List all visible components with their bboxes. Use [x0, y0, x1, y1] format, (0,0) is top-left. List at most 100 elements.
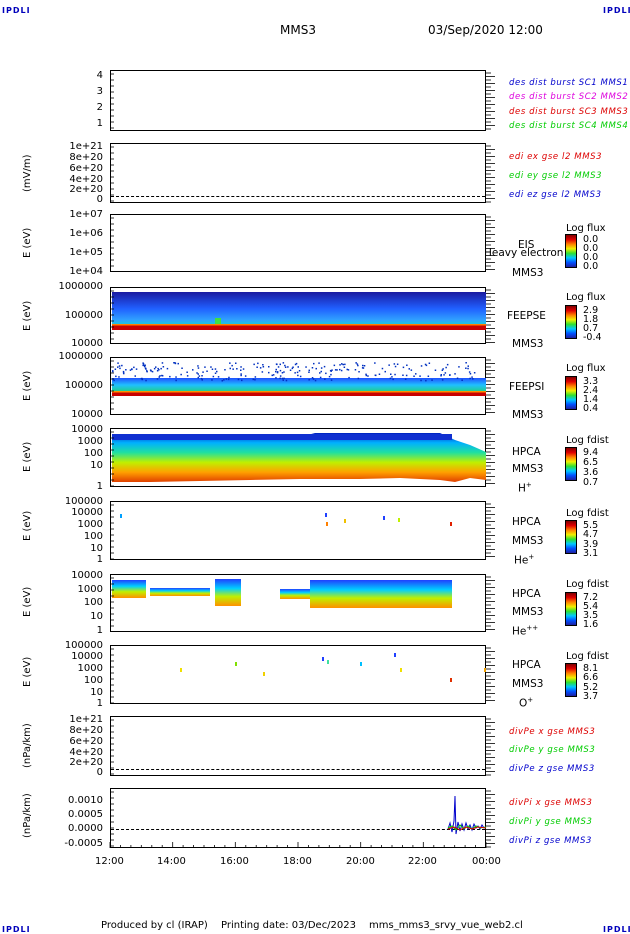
instrument-label: EIS — [518, 239, 535, 251]
feepsi-noise-dot — [347, 369, 350, 371]
feepsi-noise-dot — [275, 377, 277, 379]
colorbar-value: 9.4 — [583, 447, 599, 458]
feepsi-orange-line — [112, 391, 486, 393]
feepsi-noise-dot — [456, 377, 459, 379]
feepsi-noise-dot — [166, 367, 169, 370]
feepsi-noise-dot — [342, 363, 344, 366]
feepsi-noise-dot — [134, 375, 136, 377]
feepsi-noise-dot — [374, 374, 377, 376]
feepsi-noise-dot — [346, 368, 348, 371]
feepsi-noise-dot — [169, 375, 171, 378]
feepsi-noise-dot — [192, 369, 194, 371]
feepsi-noise-dot — [198, 375, 201, 377]
feepsi-noise-dot — [394, 365, 397, 368]
feepsi-noise-dot — [392, 378, 394, 381]
feepsi-noise-dot — [225, 378, 228, 380]
y-tick: 1e+21 — [69, 714, 103, 725]
feepsi-noise-dot — [211, 379, 213, 381]
legend-sc3: des dist burst SC3 MMS3 — [509, 107, 629, 117]
feepsi-noise-dot — [277, 366, 280, 368]
feepsi-noise-dot — [393, 363, 396, 365]
y-tick: 1e+04 — [69, 266, 103, 277]
feepsi-noise-dot — [131, 368, 133, 370]
feepsi-noise-dot — [374, 362, 376, 364]
legend-edi-ez: edi ez gse l2 MMS3 — [509, 190, 602, 200]
heplus-dot — [398, 518, 400, 522]
feepsi-noise-dot — [333, 364, 336, 367]
feepsi-noise-dot — [282, 362, 285, 364]
oplus-dot — [360, 662, 362, 666]
feepsi-noise-dot — [367, 375, 369, 377]
y-tick: 1e+06 — [69, 228, 103, 239]
y-tick: 100000 — [64, 640, 103, 651]
feepsi-noise-dot — [242, 368, 245, 370]
y-tick: 1 — [96, 554, 103, 565]
feepsi-noise-dot — [275, 368, 277, 371]
feepsi-noise-dot — [145, 379, 147, 382]
feepsi-noise-dot — [294, 372, 296, 374]
panel-hpca-oplus — [110, 645, 486, 704]
colorbar-value: 6.5 — [583, 457, 599, 468]
feepsi-noise-dot — [279, 375, 282, 377]
feepsi-red-band — [112, 392, 486, 396]
feepsi-noise-dot — [282, 379, 284, 381]
feepsi-noise-dot — [119, 367, 121, 370]
feepsi-noise-dot — [157, 367, 159, 370]
feepsi-noise-dot — [241, 379, 243, 382]
overlay-label: Heavy electron to — [484, 247, 578, 259]
feepsi-noise-dot — [254, 376, 257, 378]
legend-divpe-z: divPe z gse MMS3 — [509, 764, 595, 774]
feepsi-noise-dot — [197, 373, 199, 375]
feepsi-noise-dot — [180, 373, 182, 376]
feepsi-noise-dot — [340, 369, 343, 372]
feepsi-noise-dot — [318, 362, 320, 364]
feepsi-noise-dot — [314, 379, 317, 382]
y-tick: 100 — [83, 531, 103, 542]
feepsi-noise-dot — [291, 367, 294, 370]
x-tick-label: 20:00 — [346, 856, 375, 867]
feepsi-noise-dot — [181, 367, 183, 369]
feepsi-noise-dot — [461, 379, 463, 381]
y-tick: 1000 — [77, 436, 103, 447]
feepsi-noise-dot — [299, 375, 302, 378]
panel-hpca-heplus — [110, 501, 486, 560]
feepsi-noise-dot — [363, 365, 366, 367]
y-tick: 1e+21 — [69, 141, 103, 152]
feepsi-noise-dot — [279, 377, 281, 380]
heplus-dot — [325, 513, 327, 517]
feepsi-noise-dot — [114, 368, 117, 370]
feepsi-noise-dot — [281, 372, 284, 374]
panel-des-dist-burst — [110, 70, 486, 131]
feepsi-noise-dot — [320, 370, 322, 373]
y-tick: 10000 — [71, 338, 103, 349]
feepsi-noise-dot — [296, 371, 299, 374]
feepsi-noise-dot — [240, 374, 242, 377]
feepsi-noise-dot — [214, 372, 217, 374]
spacecraft-label: MMS3 — [512, 338, 544, 350]
colorbar-value: 3.5 — [583, 610, 599, 621]
y-tick: 1 — [96, 118, 103, 129]
feepsi-noise-dot — [465, 362, 467, 364]
feepsi-noise-dot — [156, 370, 159, 372]
oplus-dot — [394, 653, 396, 657]
y-tick: 4e+20 — [69, 747, 103, 758]
feepse-spectrum — [112, 292, 486, 329]
feepsi-noise-dot — [441, 369, 444, 371]
divpi-x-trace — [447, 826, 487, 831]
hplus-spectrum — [112, 433, 486, 482]
y-tick: 10 — [90, 460, 103, 471]
legend-sc2: des dist burst SC2 MMS2 — [509, 92, 629, 102]
heplusplus-patch-b — [150, 588, 210, 596]
feepsi-noise-dot — [158, 369, 160, 371]
feepsi-noise-dot — [381, 367, 384, 370]
feepsi-noise-dot — [362, 364, 364, 367]
feepsi-noise-dot — [254, 379, 256, 381]
feepsi-noise-dot — [427, 375, 430, 377]
feepsi-noise-dot — [469, 377, 471, 380]
hplus-blue-top — [112, 434, 452, 440]
feepsi-noise-dot — [331, 369, 333, 371]
feepsi-noise-dot — [272, 374, 275, 376]
oplus-dot — [450, 678, 452, 682]
species-label: O+ — [519, 696, 534, 710]
feepsi-noise-dot — [440, 374, 442, 376]
